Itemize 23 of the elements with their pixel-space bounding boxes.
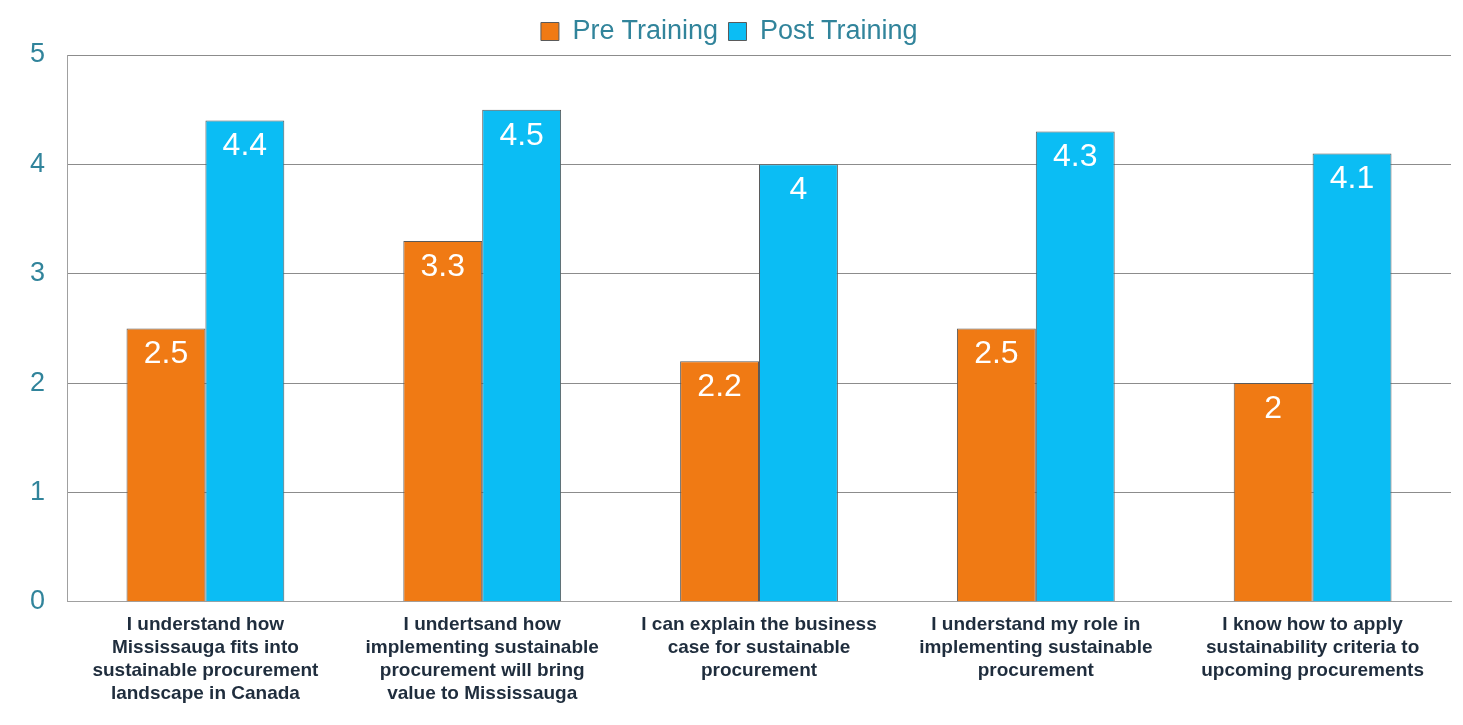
legend-label: Pre Training — [572, 14, 719, 45]
data-label: 2.2 — [697, 367, 742, 404]
y-tick-label: 0 — [29, 585, 46, 616]
y-tick-label: 5 — [29, 38, 46, 69]
legend-label: Post Training — [759, 14, 918, 45]
data-label: 4 — [789, 170, 808, 207]
y-tick-label: 1 — [29, 475, 46, 506]
x-tick-label: I can explain the business case for sustainable procurement — [641, 613, 877, 681]
data-label: 4.4 — [222, 126, 268, 163]
y-tick-label: 4 — [29, 147, 46, 178]
y-tick-label: 3 — [29, 257, 46, 288]
data-label: 2.5 — [974, 334, 1019, 371]
data-label: 3.3 — [420, 246, 466, 283]
data-label: 4.1 — [1329, 159, 1375, 196]
data-label: 4.3 — [1053, 137, 1098, 174]
data-label: 2.5 — [143, 334, 189, 371]
y-tick-label: 2 — [29, 366, 46, 397]
x-tick-label: I undertsand how implementing sustainable procurement will bring value to Mississauga — [365, 613, 599, 703]
data-label: 2 — [1264, 388, 1283, 425]
x-tick-label: I know how to apply sustainability criteria to upcoming procurements — [1201, 613, 1424, 681]
x-tick-label: I understand my role in implementing sustainable procurement — [919, 613, 1153, 681]
data-label: 4.5 — [499, 115, 544, 152]
x-tick-label: I understand how Mississauga fits into sustainable procurement landscape in Canada — [92, 613, 320, 703]
